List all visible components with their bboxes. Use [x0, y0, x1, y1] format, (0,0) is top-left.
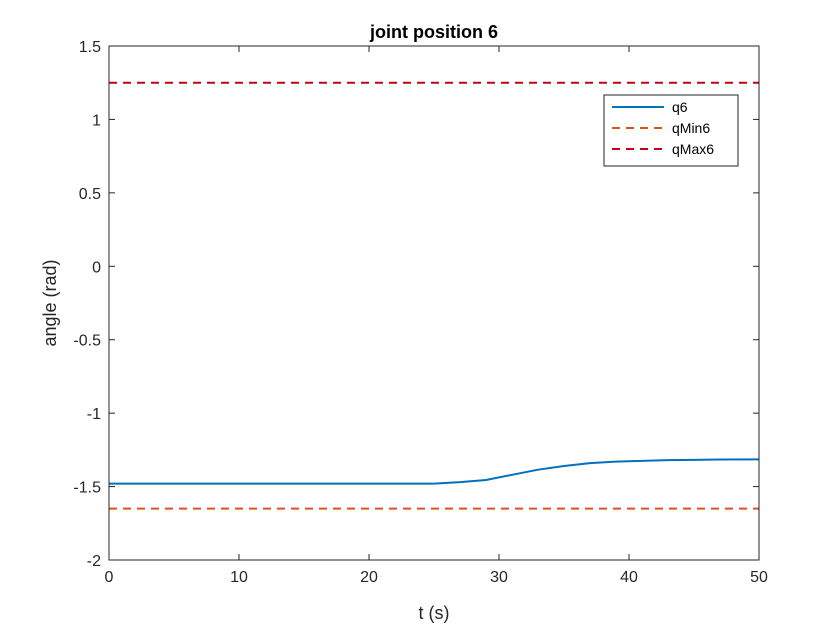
- y-tick-label: 1.5: [79, 39, 101, 56]
- axes-box: [108, 45, 760, 561]
- x-tick-label: 20: [360, 569, 378, 586]
- axes-layer: 0 10 20 30 40 50 -2 -1.5 -1 -0.5 0 0.5 1 1.5: [73, 39, 768, 586]
- x-tick-label: 30: [490, 569, 508, 586]
- series-line-q6: [109, 458, 760, 485]
- y-tick-label: -1: [87, 406, 101, 423]
- x-axis-label: t (s): [419, 603, 450, 623]
- legend-box: [603, 94, 739, 167]
- y-tick-label: -0.5: [73, 333, 101, 350]
- y-tick-label: 0.5: [79, 186, 101, 203]
- legend-label-qMax6: qMax6: [672, 141, 714, 157]
- y-tick-label: 0: [92, 259, 101, 276]
- legend-label-q6: q6: [672, 99, 688, 115]
- x-tick-label: 40: [620, 569, 638, 586]
- x-tick-label: 0: [105, 569, 114, 586]
- series-layer: [109, 81, 760, 510]
- y-tick-label: -2: [87, 553, 101, 570]
- chart-title: joint position 6: [369, 22, 498, 42]
- y-tick-label: -1.5: [73, 480, 101, 497]
- legend: q6 qMin6 qMax6: [603, 94, 739, 167]
- x-tick-label: 10: [230, 569, 248, 586]
- x-tick-label: 50: [750, 569, 768, 586]
- legend-label-qMin6: qMin6: [672, 120, 710, 136]
- y-axis-label: angle (rad): [40, 259, 60, 346]
- y-tick-label: 1: [92, 112, 101, 129]
